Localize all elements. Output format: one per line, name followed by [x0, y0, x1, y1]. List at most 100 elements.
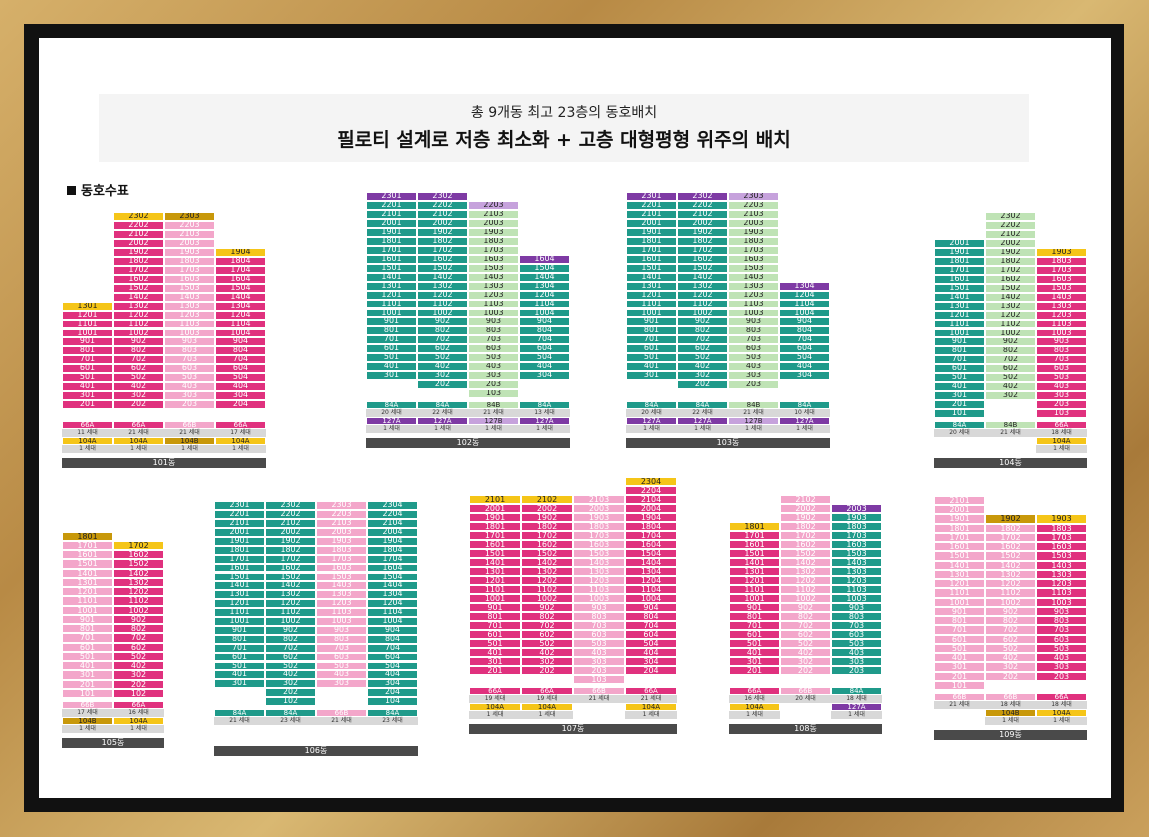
unit-cell: 301 [934, 391, 985, 401]
unit-cell: 1301 [729, 567, 780, 576]
unit-cell: 1103 [1036, 319, 1087, 329]
household-count: 17 세대 [62, 709, 113, 717]
unit-type-tag: 84A [626, 401, 677, 409]
unit-cell: 1702 [677, 245, 728, 255]
unit-cell: 201 [729, 666, 780, 675]
unit-type-tag: 127B [468, 417, 519, 425]
unit-cell: 1401 [934, 560, 985, 570]
unit-cell: 1602 [780, 540, 831, 549]
unit-cell: 1201 [469, 576, 521, 585]
unit-cell: 204 [625, 666, 677, 675]
unit-cell: 1801 [366, 236, 417, 246]
unit-cell: 1001 [62, 328, 113, 338]
unit-cell: 1103 [316, 608, 367, 617]
unit-cell: 304 [215, 391, 266, 401]
household-count: 1 세대 [1036, 445, 1087, 453]
unit-cell: 1202 [417, 290, 468, 300]
unit-cell: 1601 [729, 540, 780, 549]
unit-cell: 1802 [985, 523, 1036, 533]
unit-type-tag: 66A [1036, 421, 1087, 429]
unit-cell: 303 [1036, 662, 1087, 672]
household-count: 20 세대 [366, 409, 417, 417]
unit-cell: 404 [215, 382, 266, 392]
building-label: 101동 [62, 458, 266, 468]
unit-cell: 802 [113, 346, 164, 356]
unit-cell: 202 [780, 666, 831, 675]
unit-cell: 2303 [728, 192, 779, 202]
unit-cell: 1402 [113, 568, 164, 578]
subtitle: 필로티 설계로 저층 최소화 + 고층 대형평형 위주의 배치 [337, 129, 791, 151]
unit-cell: 501 [934, 373, 985, 383]
unit-cell: 202 [521, 666, 573, 675]
unit-cell: 1501 [626, 263, 677, 273]
unit-cell: 202 [985, 671, 1036, 681]
household-count: 1 세대 [215, 445, 266, 453]
unit-cell: 903 [573, 603, 625, 612]
unit-cell: 603 [164, 364, 215, 374]
unit-cell: 2001 [934, 239, 985, 248]
unit-cell: 1003 [728, 308, 779, 318]
household-count: 1 세대 [468, 425, 519, 433]
unit-cell: 1802 [677, 236, 728, 246]
unit-cell: 803 [1036, 616, 1087, 626]
unit-cell: 1203 [1036, 579, 1087, 589]
unit-cell: 2101 [366, 210, 417, 219]
unit-cell: 501 [469, 639, 521, 648]
unit-cell: 1502 [113, 283, 164, 293]
building-label: 103동 [626, 438, 830, 448]
unit-cell: 901 [469, 603, 521, 612]
unit-cell: 502 [521, 639, 573, 648]
unit-cell: 302 [265, 679, 316, 689]
unit-cell: 1704 [625, 531, 677, 540]
unit-cell: 1202 [113, 310, 164, 320]
unit-cell: 2203 [316, 510, 367, 520]
unit-cell: 1503 [164, 283, 215, 293]
unit-type-tag: 104B [985, 709, 1036, 717]
unit-cell: 202 [417, 380, 468, 390]
unit-cell: 301 [729, 657, 780, 666]
unit-cell: 201 [934, 671, 985, 681]
unit-cell: 902 [417, 317, 468, 327]
unit-cell: 1401 [934, 292, 985, 302]
unit-type-tag: 127A [677, 417, 728, 425]
unit-cell: 602 [677, 344, 728, 354]
unit-cell: 1302 [780, 567, 831, 576]
unit-cell: 1901 [214, 536, 265, 546]
unit-cell: 1102 [265, 608, 316, 617]
unit-cell: 903 [831, 603, 882, 612]
unit-cell: 1302 [677, 281, 728, 291]
unit-cell: 1101 [214, 608, 265, 617]
unit-type-tag: 66A [113, 701, 164, 709]
unit-cell: 2302 [113, 212, 164, 222]
unit-cell: 304 [779, 371, 830, 381]
unit-cell: 1001 [729, 594, 780, 603]
unit-cell: 303 [831, 657, 882, 666]
unit-cell: 1403 [728, 272, 779, 282]
unit-cell: 1503 [573, 549, 625, 558]
unit-cell: 602 [417, 344, 468, 354]
unit-cell: 2001 [934, 505, 985, 515]
unit-cell: 1001 [934, 597, 985, 607]
unit-cell: 2302 [417, 192, 468, 202]
unit-type-tag: 127A [779, 417, 830, 425]
unit-cell: 1203 [164, 310, 215, 320]
unit-cell: 1101 [469, 585, 521, 594]
unit-cell: 703 [164, 355, 215, 365]
unit-cell: 1302 [265, 590, 316, 600]
unit-cell: 302 [113, 670, 164, 680]
unit-cell: 803 [1036, 346, 1087, 356]
unit-cell: 302 [417, 371, 468, 381]
unit-cell: 1802 [985, 256, 1036, 266]
household-count: 1 세대 [62, 725, 113, 733]
unit-cell: 1202 [265, 599, 316, 609]
unit-cell: 401 [934, 653, 985, 663]
unit-cell: 503 [1036, 373, 1087, 383]
unit-cell: 1402 [780, 558, 831, 567]
unit-cell: 1701 [729, 531, 780, 540]
unit-cell: 1201 [214, 599, 265, 609]
unit-cell: 503 [728, 353, 779, 363]
unit-cell: 1503 [831, 549, 882, 558]
unit-cell: 1102 [780, 585, 831, 594]
unit-cell: 1203 [468, 290, 519, 300]
unit-cell: 404 [519, 362, 570, 372]
